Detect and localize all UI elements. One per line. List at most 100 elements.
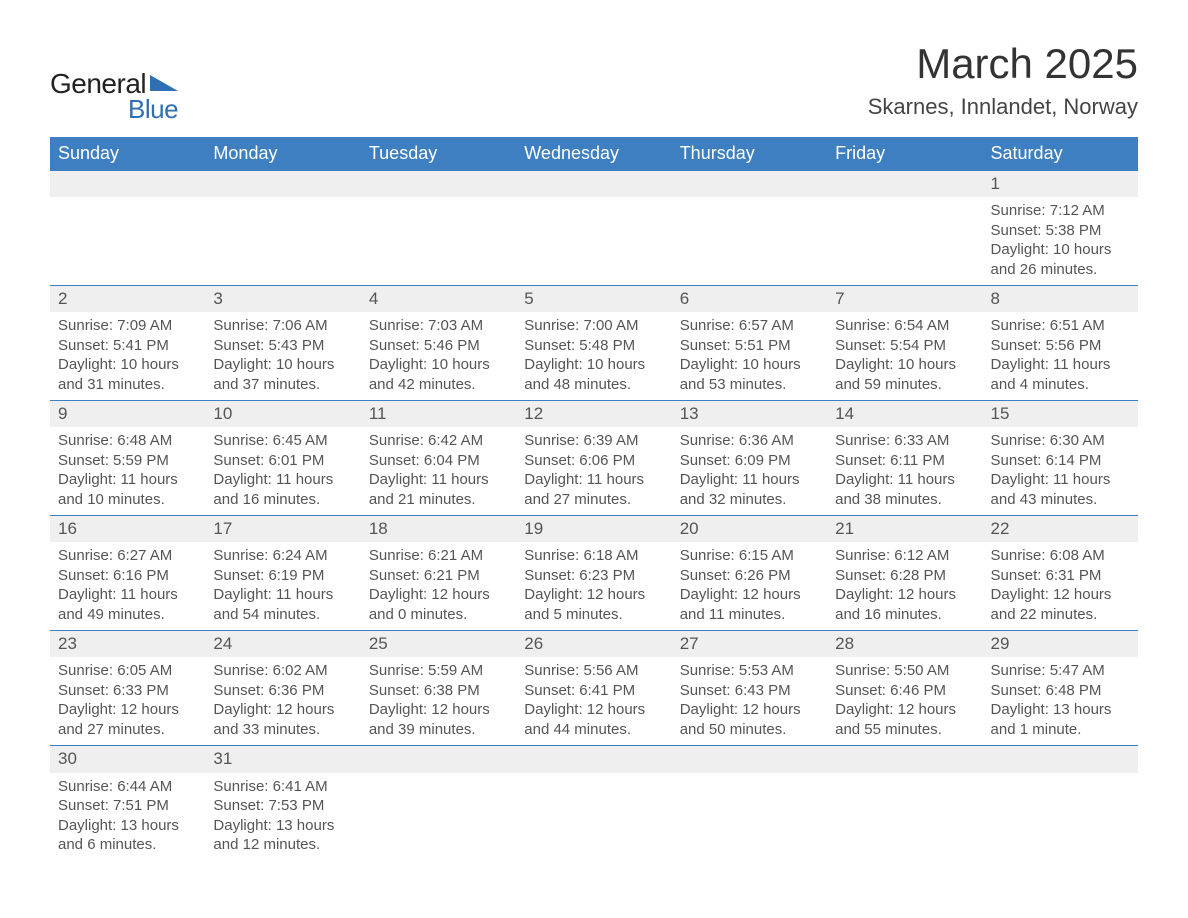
daylight-line1: Daylight: 12 hours [213,700,352,720]
day-number-cell: 1 [983,171,1138,198]
calendar-detail-row: Sunrise: 7:09 AMSunset: 5:41 PMDaylight:… [50,312,1138,401]
day-detail-cell: Sunrise: 6:51 AMSunset: 5:56 PMDaylight:… [983,312,1138,401]
day-number-cell: 27 [672,631,827,658]
daylight-line1: Daylight: 13 hours [991,700,1130,720]
sunrise-text: Sunrise: 6:42 AM [369,431,508,451]
daylight-line1: Daylight: 11 hours [991,355,1130,375]
day-number-cell: 19 [516,516,671,543]
daylight-line1: Daylight: 11 hours [680,470,819,490]
day-detail-cell: Sunrise: 5:47 AMSunset: 6:48 PMDaylight:… [983,657,1138,746]
sunrise-text: Sunrise: 6:15 AM [680,546,819,566]
day-detail-cell [516,197,671,286]
day-detail-cell: Sunrise: 6:44 AMSunset: 7:51 PMDaylight:… [50,773,205,861]
day-number-cell [50,171,205,198]
day-number-cell: 25 [361,631,516,658]
day-detail-cell: Sunrise: 7:06 AMSunset: 5:43 PMDaylight:… [205,312,360,401]
daylight-line2: and 27 minutes. [58,720,197,740]
day-detail-cell: Sunrise: 7:12 AMSunset: 5:38 PMDaylight:… [983,197,1138,286]
calendar-daynum-row: 9101112131415 [50,401,1138,428]
sunrise-text: Sunrise: 6:30 AM [991,431,1130,451]
daylight-line2: and 43 minutes. [991,490,1130,510]
sunrise-text: Sunrise: 6:51 AM [991,316,1130,336]
daylight-line1: Daylight: 12 hours [835,700,974,720]
sunrise-text: Sunrise: 5:53 AM [680,661,819,681]
day-detail-cell: Sunrise: 6:48 AMSunset: 5:59 PMDaylight:… [50,427,205,516]
day-number-cell: 17 [205,516,360,543]
day-number-cell: 11 [361,401,516,428]
day-detail-cell: Sunrise: 6:45 AMSunset: 6:01 PMDaylight:… [205,427,360,516]
day-detail-cell: Sunrise: 6:33 AMSunset: 6:11 PMDaylight:… [827,427,982,516]
daylight-line1: Daylight: 10 hours [369,355,508,375]
sunset-text: Sunset: 6:46 PM [835,681,974,701]
daylight-line2: and 53 minutes. [680,375,819,395]
sunrise-text: Sunrise: 6:44 AM [58,777,197,797]
sunrise-text: Sunrise: 7:12 AM [991,201,1130,221]
location-subtitle: Skarnes, Innlandet, Norway [868,94,1138,120]
calendar-table: SundayMondayTuesdayWednesdayThursdayFrid… [50,137,1138,861]
day-number-cell [361,746,516,773]
day-number-cell: 3 [205,286,360,313]
sunset-text: Sunset: 5:41 PM [58,336,197,356]
weekday-header: Tuesday [361,137,516,171]
daylight-line1: Daylight: 11 hours [58,470,197,490]
sunrise-text: Sunrise: 6:02 AM [213,661,352,681]
day-detail-cell: Sunrise: 5:59 AMSunset: 6:38 PMDaylight:… [361,657,516,746]
sunset-text: Sunset: 6:31 PM [991,566,1130,586]
day-detail-cell: Sunrise: 6:08 AMSunset: 6:31 PMDaylight:… [983,542,1138,631]
day-number-cell: 31 [205,746,360,773]
daylight-line1: Daylight: 12 hours [991,585,1130,605]
day-detail-cell: Sunrise: 6:57 AMSunset: 5:51 PMDaylight:… [672,312,827,401]
sunrise-text: Sunrise: 6:08 AM [991,546,1130,566]
daylight-line1: Daylight: 10 hours [213,355,352,375]
sunrise-text: Sunrise: 6:27 AM [58,546,197,566]
calendar-detail-row: Sunrise: 7:12 AMSunset: 5:38 PMDaylight:… [50,197,1138,286]
day-number-cell [672,746,827,773]
day-number-cell: 12 [516,401,671,428]
sunset-text: Sunset: 6:16 PM [58,566,197,586]
day-detail-cell [983,773,1138,861]
day-detail-cell: Sunrise: 5:53 AMSunset: 6:43 PMDaylight:… [672,657,827,746]
daylight-line1: Daylight: 11 hours [524,470,663,490]
sunrise-text: Sunrise: 6:24 AM [213,546,352,566]
day-number-cell: 13 [672,401,827,428]
daylight-line2: and 12 minutes. [213,835,352,855]
daylight-line1: Daylight: 12 hours [369,585,508,605]
month-title: March 2025 [868,40,1138,88]
calendar-daynum-row: 2345678 [50,286,1138,313]
daylight-line1: Daylight: 13 hours [58,816,197,836]
day-detail-cell [516,773,671,861]
page-header: General Blue March 2025 Skarnes, Innland… [50,40,1138,125]
day-number-cell [205,171,360,198]
sunset-text: Sunset: 6:28 PM [835,566,974,586]
daylight-line1: Daylight: 12 hours [524,585,663,605]
sunset-text: Sunset: 5:54 PM [835,336,974,356]
sunset-text: Sunset: 5:46 PM [369,336,508,356]
daylight-line1: Daylight: 10 hours [58,355,197,375]
day-number-cell: 22 [983,516,1138,543]
weekday-header: Saturday [983,137,1138,171]
daylight-line2: and 39 minutes. [369,720,508,740]
daylight-line2: and 42 minutes. [369,375,508,395]
sunrise-text: Sunrise: 6:45 AM [213,431,352,451]
daylight-line2: and 37 minutes. [213,375,352,395]
daylight-line1: Daylight: 12 hours [835,585,974,605]
day-number-cell: 21 [827,516,982,543]
sunset-text: Sunset: 6:43 PM [680,681,819,701]
daylight-line2: and 1 minute. [991,720,1130,740]
day-detail-cell: Sunrise: 6:36 AMSunset: 6:09 PMDaylight:… [672,427,827,516]
generalblue-logo: General Blue [50,68,178,125]
day-number-cell: 30 [50,746,205,773]
day-number-cell: 23 [50,631,205,658]
daylight-line2: and 21 minutes. [369,490,508,510]
daylight-line2: and 11 minutes. [680,605,819,625]
sunset-text: Sunset: 6:14 PM [991,451,1130,471]
day-number-cell [983,746,1138,773]
sunset-text: Sunset: 5:43 PM [213,336,352,356]
day-number-cell: 5 [516,286,671,313]
sunset-text: Sunset: 5:56 PM [991,336,1130,356]
day-detail-cell: Sunrise: 6:30 AMSunset: 6:14 PMDaylight:… [983,427,1138,516]
sunset-text: Sunset: 6:41 PM [524,681,663,701]
calendar-detail-row: Sunrise: 6:27 AMSunset: 6:16 PM Daylight:… [50,542,1138,631]
calendar-detail-row: Sunrise: 6:44 AMSunset: 7:51 PMDaylight:… [50,773,1138,861]
calendar-daynum-row: 23242526272829 [50,631,1138,658]
